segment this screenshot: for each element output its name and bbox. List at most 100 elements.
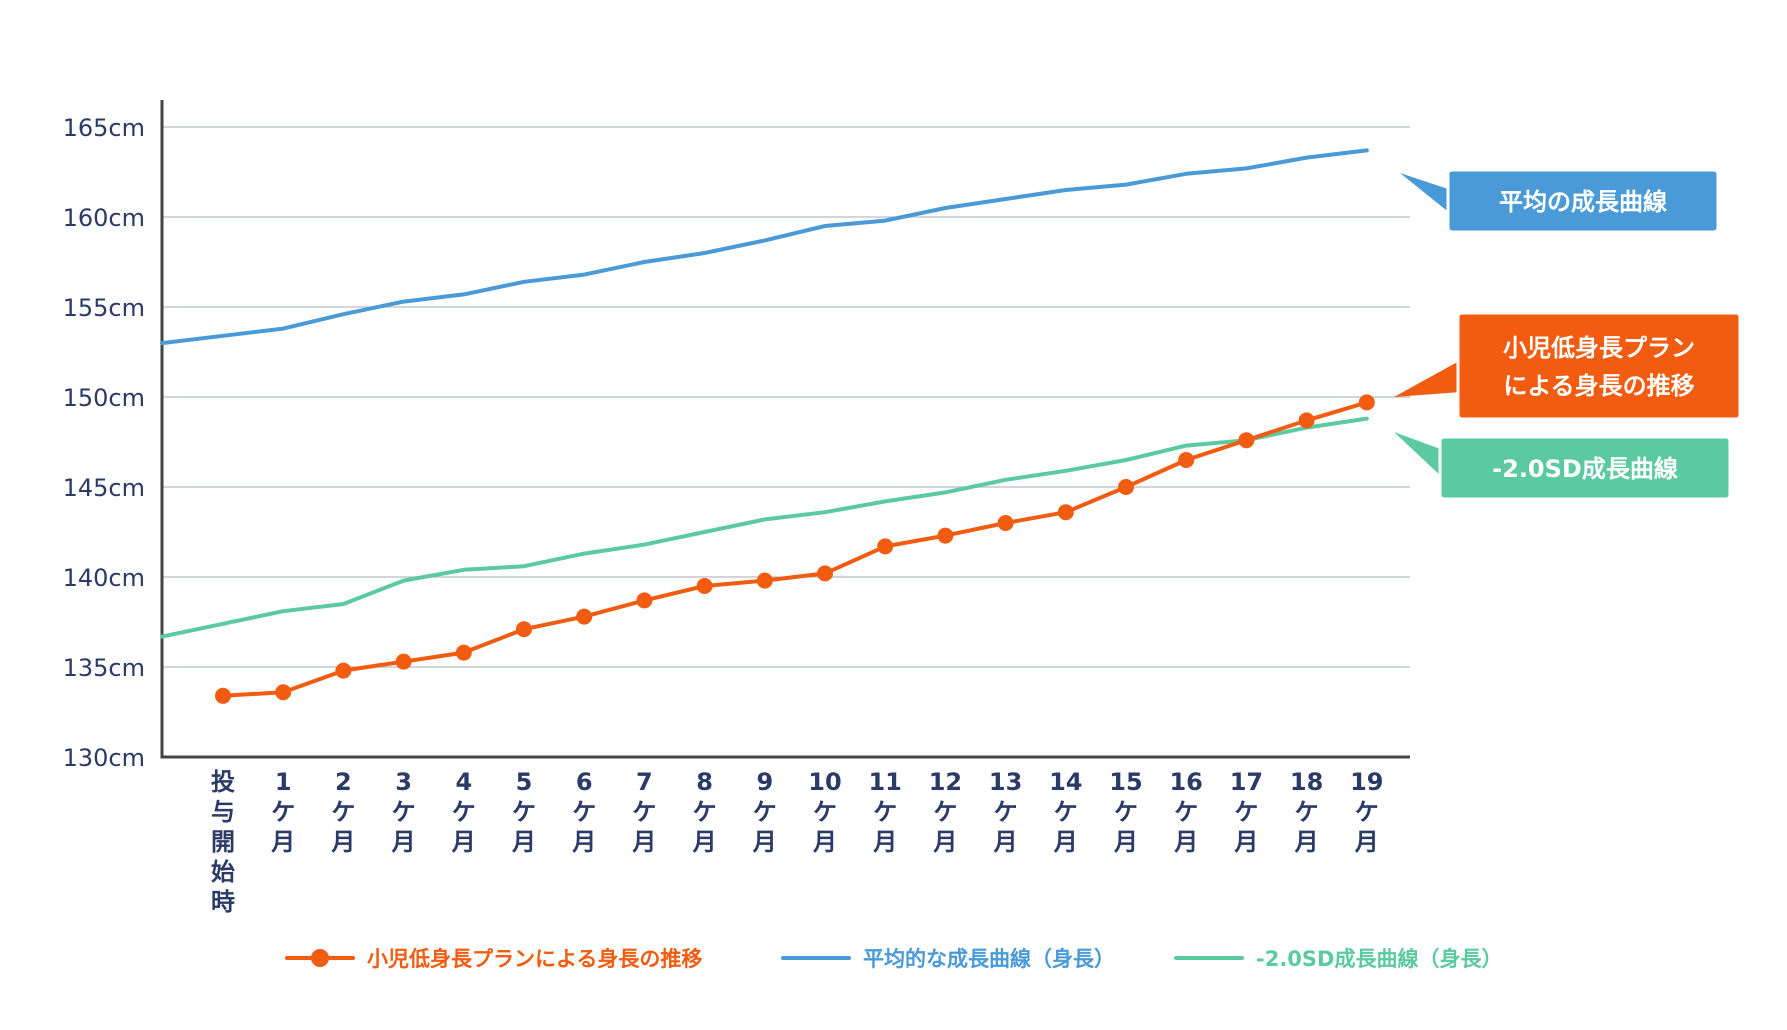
x-tick-char: 8 [696,768,713,796]
x-tick-char: 月 [932,828,957,856]
data-point [696,578,713,594]
y-tick-label: 165cm [63,114,145,142]
x-tick-char: ケ [1114,798,1138,826]
callout-box [1446,168,1720,234]
x-tick-char: 7 [636,768,653,796]
x-tick-label: 6ケ月 [571,768,596,856]
legend-item: 小児低身長プランによる身長の推移 [285,947,702,971]
series-line [221,400,1369,698]
data-point [1057,504,1074,521]
callout-pointer [1400,173,1451,214]
x-tick-label: 5ケ月 [511,768,536,856]
y-tick-label: 155cm [63,294,145,322]
x-tick-char: ケ [1054,798,1078,826]
x-tick-char: 9 [756,768,773,796]
y-tick-labels: 130cm 135cm 140cm 145cm 150cm 155cm 160cm 165cm [63,114,145,772]
x-tick-char: ケ [933,798,957,826]
x-tick-label: 1ケ月 [270,768,295,856]
x-tick-char: 投 [211,768,235,796]
data-point [576,608,593,625]
x-tick-char: 19 [1350,768,1383,796]
x-tick-char: 18 [1290,768,1323,796]
x-tick-char: 15 [1109,768,1142,796]
x-tick-char: 月 [1113,828,1138,856]
legend-swatch-marker [311,949,329,967]
x-tick-char: 月 [1053,828,1078,856]
data-point [1118,479,1134,495]
y-tick-label: 140cm [63,564,145,592]
x-tick-char: 月 [1294,828,1319,856]
x-tick-char: 月 [270,828,295,856]
x-tick-char: 時 [211,888,235,916]
x-tick-char: 12 [929,768,962,796]
grid-lines [162,126,1410,668]
x-tick-char: 14 [1049,768,1082,796]
x-tick-char: ケ [1174,798,1198,826]
x-tick-char: 4 [455,768,472,796]
x-tick-char: 月 [752,828,777,856]
legend-label: -2.0SD成長曲線（身長） [1256,947,1502,971]
x-tick-char: 開 [211,828,235,856]
legend: 小児低身長プランによる身長の推移 平均的な成長曲線（身長） -2.0SD成長曲線（身… [285,947,1502,971]
x-tick-char: ケ [632,798,656,826]
x-tick-char: 17 [1230,768,1263,796]
x-tick-label: 7ケ月 [631,768,656,856]
data-point [215,687,231,704]
x-tick-char: 10 [808,768,841,796]
x-tick-label: 8ケ月 [692,768,717,856]
x-tick-char: ケ [693,798,717,826]
x-tick-char: 月 [451,828,476,856]
x-tick-label: 3ケ月 [391,768,416,856]
x-tick-char: 月 [511,828,536,856]
axes [160,100,1410,759]
data-point [877,538,894,555]
legend-item: -2.0SD成長曲線（身長） [1174,947,1502,971]
x-tick-char: 月 [330,828,355,856]
callout-label: -2.0SD成長曲線 [1492,455,1678,483]
x-tick-label: 2ケ月 [330,768,355,856]
legend-item: 平均的な成長曲線（身長） [781,947,1115,971]
legend-label: 平均的な成長曲線（身長） [863,947,1115,971]
x-tick-char: 月 [1173,828,1198,856]
x-tick-char: ケ [331,798,355,826]
legend-label: 小児低身長プランによる身長の推移 [367,947,702,971]
x-tick-char: 月 [631,828,656,856]
data-point [1358,394,1375,411]
data-point [756,572,773,589]
callout-label: による身長の推移 [1503,372,1694,400]
data-point [335,662,352,679]
x-tick-char: 3 [395,768,412,796]
data-point [997,515,1014,531]
x-tick-char: ケ [452,798,476,826]
series-line [160,148,1369,346]
data-point [1238,432,1255,449]
callout-pointer [1394,360,1461,397]
series--2.0SD成長曲線（身長） [160,416,1369,639]
x-tick-char: 5 [516,768,533,796]
series-平均的な成長曲線（身長） [160,148,1369,346]
x-tick-char: ケ [994,798,1018,826]
data-point [516,621,532,638]
callout-pointer [1394,432,1443,478]
x-tick-char: 16 [1169,768,1202,796]
x-tick-char: 月 [692,828,717,856]
callout-label: 平均の成長曲線 [1499,188,1667,216]
x-tick-char: 11 [868,768,901,796]
x-tick-char: 月 [993,828,1018,856]
x-tick-char: ケ [873,798,897,826]
data-point [455,644,472,661]
data-point [937,527,954,544]
x-tick-labels: 投与開始時1ケ月2ケ月3ケ月4ケ月5ケ月6ケ月7ケ月8ケ月9ケ月10ケ月11ケ月… [211,768,1384,916]
x-tick-char: ケ [271,798,295,826]
callout-box [1438,435,1732,501]
series-group [160,148,1375,704]
x-tick-char: 月 [571,828,596,856]
